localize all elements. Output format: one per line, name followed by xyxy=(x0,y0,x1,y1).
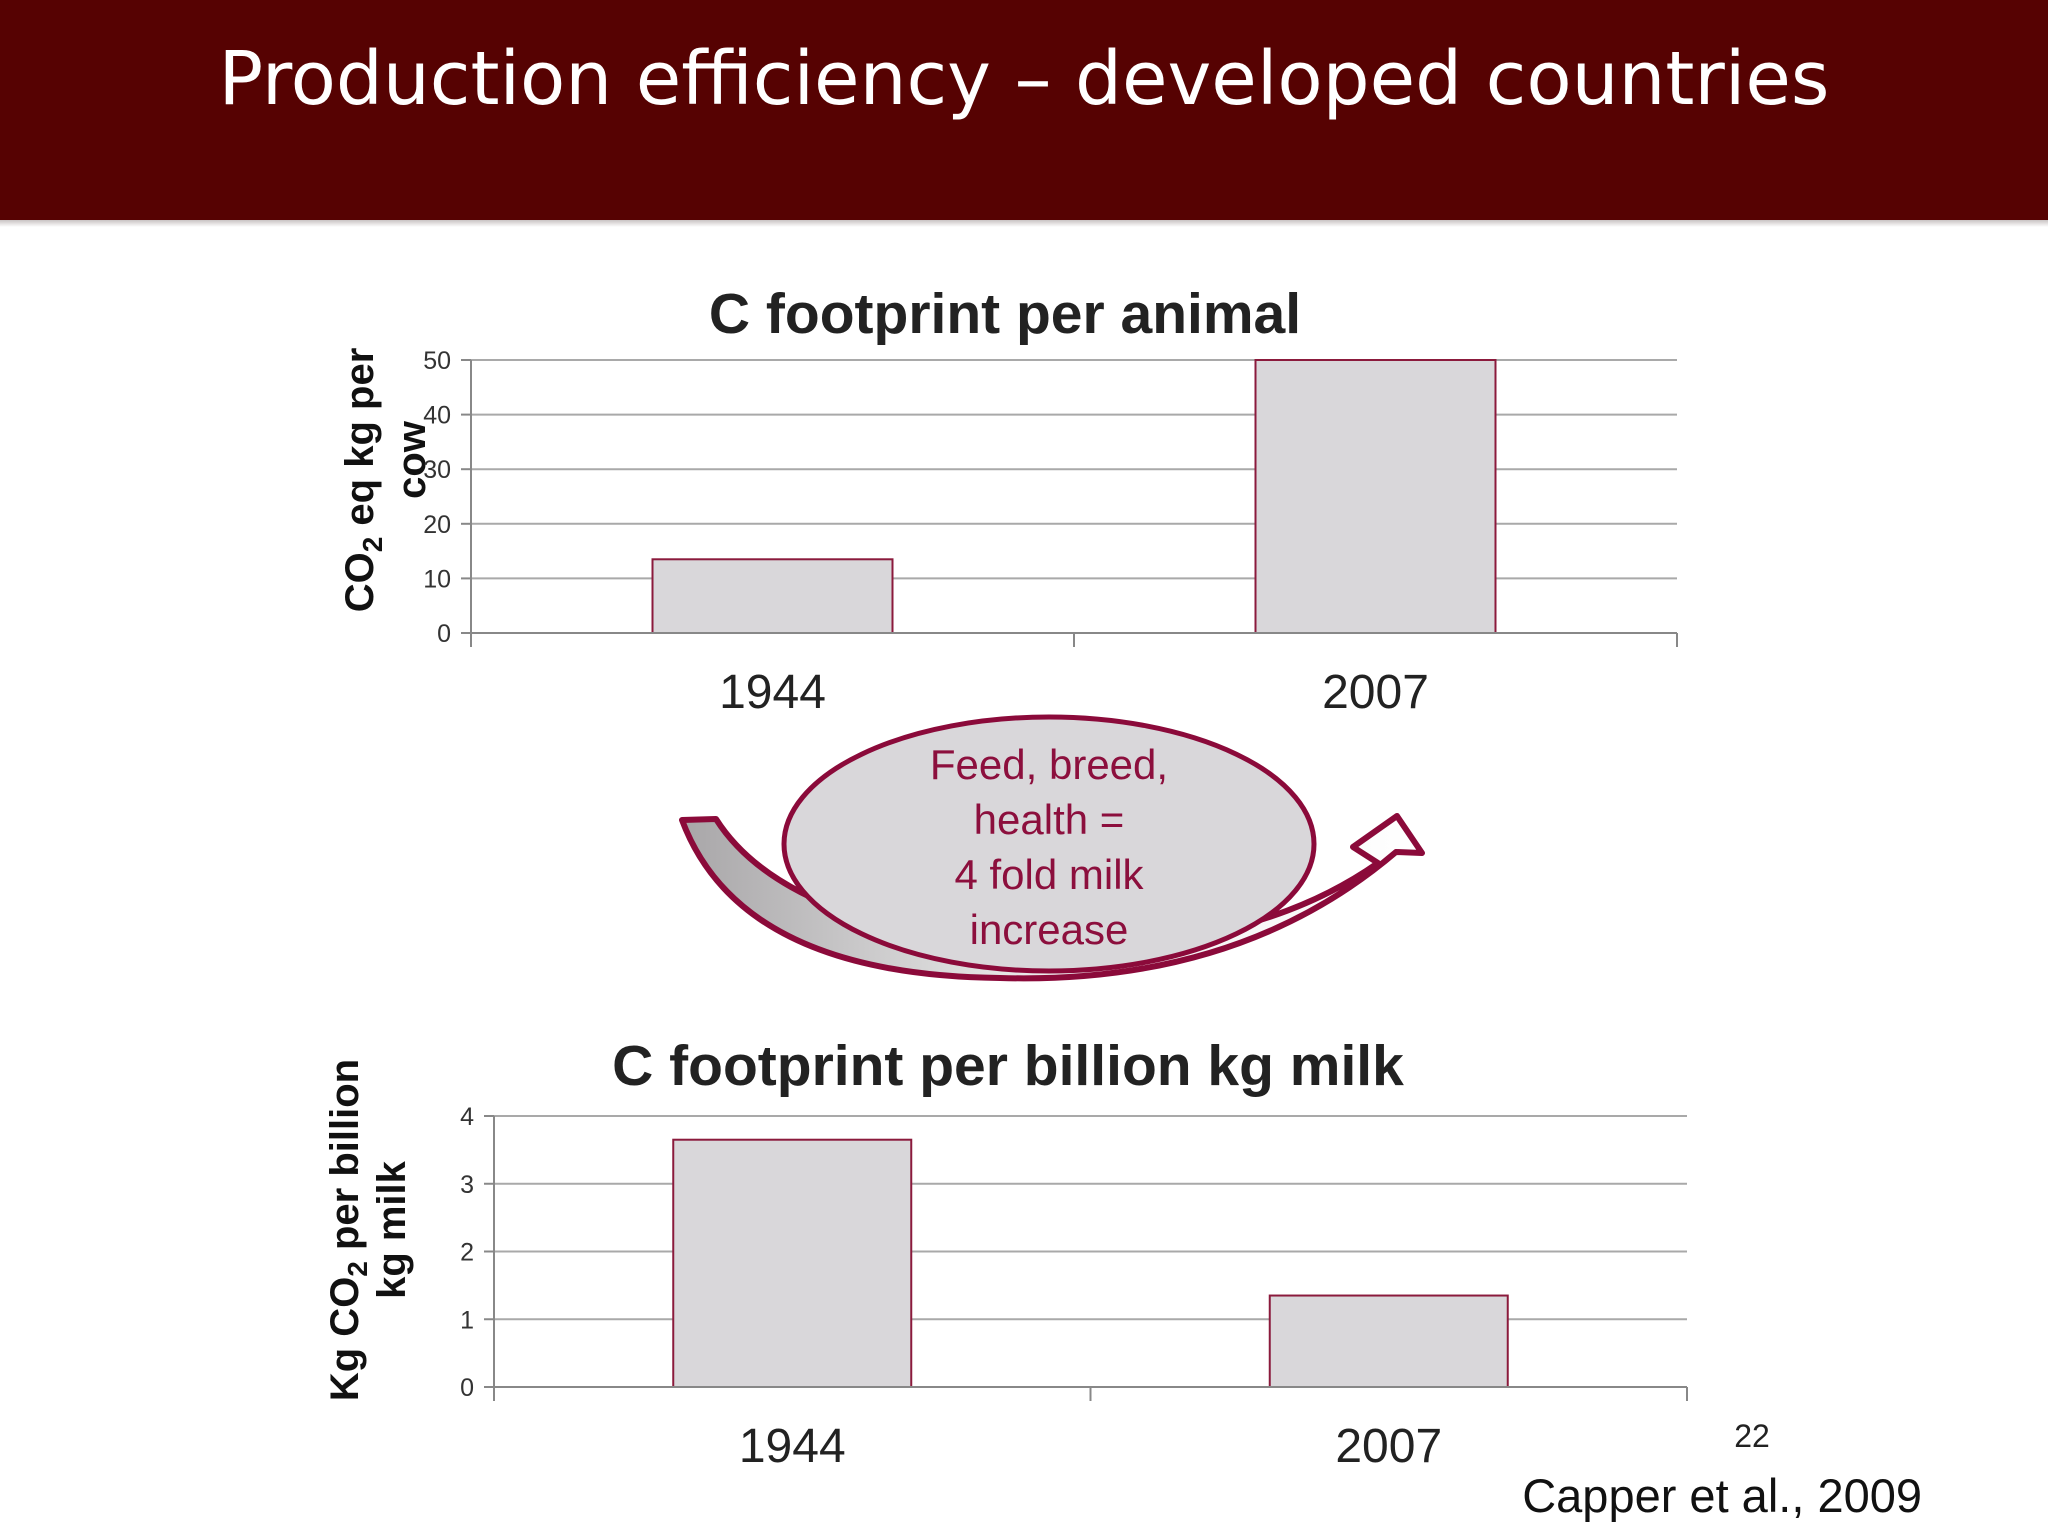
c1-bar-2007 xyxy=(1254,359,1497,634)
c1-y-tick-label-0: 0 xyxy=(437,620,451,648)
chart2-x-ticks: 1944 2007 xyxy=(739,1420,1442,1473)
c1-bar-1944 xyxy=(651,558,894,634)
c2-y-tick-label-3: 3 xyxy=(460,1171,474,1199)
callout-line-1: Feed, breed, xyxy=(930,741,1168,788)
chart1-y-axis-label: CO2 eq kg per xyxy=(338,348,388,613)
chart2-y-axis-label-line2: kg milk xyxy=(370,1160,414,1299)
slide-title: Production efficiency – developed countr… xyxy=(218,36,1830,122)
c2-bar-1944 xyxy=(672,1138,913,1389)
chart2-y-axis-label: Kg CO2 per billion xyxy=(323,1059,373,1401)
chart1-axes xyxy=(461,359,1678,647)
callout-ellipse: Feed, breed, health = 4 fold milk increa… xyxy=(781,714,1317,974)
slide-number: 22 xyxy=(1734,1418,1770,1454)
chart1-bars xyxy=(651,359,1497,634)
c2-y-tick-label-2: 2 xyxy=(460,1239,474,1267)
callout-line-4: increase xyxy=(970,906,1129,953)
chart1-y-axis-label-line2: cow xyxy=(390,420,434,499)
chart-footprint-per-billion-kg-milk: C footprint per billion kg milk Kg CO2 p… xyxy=(323,1034,1688,1473)
chart1-x-ticks: 1944 2007 xyxy=(719,666,1429,719)
title-bar: Production efficiency – developed countr… xyxy=(0,0,2048,227)
c1-y-tick-label-50: 50 xyxy=(423,347,451,375)
c1-y-tick-label-10: 10 xyxy=(423,565,451,593)
c1-y-tick-label-30: 30 xyxy=(423,456,451,484)
c2-y-tick-label-1: 1 xyxy=(460,1306,474,1334)
c2-y-tick-label-0: 0 xyxy=(460,1374,474,1402)
chart1-title: C footprint per animal xyxy=(709,282,1301,346)
c1-x-tick-label-1944: 1944 xyxy=(719,666,826,719)
chart2-bars xyxy=(672,1138,1509,1389)
citation: Capper et al., 2009 xyxy=(1522,1469,1922,1522)
c1-y-tick-label-40: 40 xyxy=(423,402,451,430)
c1-y-tick-label-20: 20 xyxy=(423,511,451,539)
c1-x-tick-label-2007: 2007 xyxy=(1322,666,1429,719)
c2-x-tick-label-1944: 1944 xyxy=(739,1420,846,1473)
chart1-y-ticks: 0 10 20 30 40 50 xyxy=(423,347,451,648)
chart-footprint-per-animal: C footprint per animal CO2 eq kg per cow… xyxy=(338,282,1678,719)
c2-y-tick-label-4: 4 xyxy=(460,1103,474,1131)
chart2-y-ticks: 0 1 2 3 4 xyxy=(460,1103,474,1402)
c2-x-tick-label-2007: 2007 xyxy=(1335,1420,1442,1473)
callout-line-3: 4 fold milk xyxy=(954,851,1144,898)
chart2-axes xyxy=(484,1115,1688,1401)
chart2-title: C footprint per billion kg milk xyxy=(612,1034,1404,1098)
callout-line-2: health = xyxy=(974,796,1125,843)
c2-bar-2007 xyxy=(1268,1294,1509,1388)
